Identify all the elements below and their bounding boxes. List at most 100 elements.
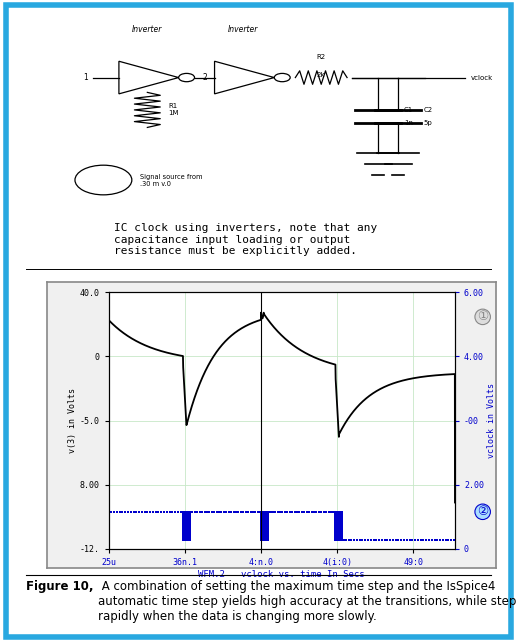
Point — [181, 530, 190, 541]
Point — [184, 507, 192, 517]
Point — [183, 519, 191, 529]
Point — [183, 530, 191, 541]
Point — [179, 528, 188, 539]
Point — [439, 535, 447, 545]
Point — [335, 507, 343, 517]
Point — [183, 515, 191, 525]
Point — [262, 526, 270, 536]
Point — [185, 523, 193, 533]
Point — [263, 521, 271, 532]
Point — [263, 530, 271, 541]
Point — [332, 533, 340, 543]
Point — [185, 517, 193, 527]
Point — [338, 532, 346, 542]
Point — [264, 528, 272, 539]
Point — [264, 507, 272, 517]
Point — [336, 533, 344, 543]
Point — [332, 511, 340, 521]
Point — [257, 526, 266, 536]
Point — [262, 528, 270, 539]
Point — [263, 520, 271, 530]
Point — [262, 518, 270, 528]
Point — [257, 532, 265, 542]
Point — [257, 526, 265, 536]
Point — [184, 530, 192, 541]
Point — [337, 517, 345, 527]
Point — [266, 507, 275, 517]
Point — [336, 526, 344, 536]
Point — [262, 514, 270, 525]
Point — [260, 533, 268, 543]
Point — [264, 533, 272, 543]
Point — [315, 507, 323, 517]
Point — [257, 533, 265, 543]
Point — [181, 521, 189, 531]
Point — [258, 527, 266, 537]
Point — [338, 510, 346, 520]
Point — [262, 510, 270, 520]
Point — [332, 533, 341, 543]
Point — [259, 525, 267, 535]
Point — [259, 530, 267, 541]
Point — [135, 507, 143, 517]
Point — [341, 535, 349, 545]
Point — [331, 532, 340, 542]
Point — [336, 521, 344, 532]
Point — [337, 518, 345, 528]
Point — [258, 514, 267, 525]
Point — [336, 525, 344, 535]
Point — [259, 532, 267, 542]
Point — [258, 533, 267, 543]
Point — [258, 523, 267, 533]
Point — [338, 517, 346, 527]
Point — [337, 535, 345, 545]
Point — [257, 516, 265, 526]
Point — [262, 516, 270, 526]
Point — [331, 518, 340, 528]
Point — [336, 518, 344, 528]
Point — [262, 514, 270, 525]
Point — [338, 512, 346, 523]
Point — [337, 527, 345, 537]
Point — [260, 526, 268, 536]
Point — [257, 521, 266, 532]
Point — [262, 525, 270, 535]
Point — [186, 515, 194, 525]
Point — [261, 527, 269, 537]
Point — [337, 514, 345, 525]
Point — [332, 525, 340, 535]
Point — [184, 532, 192, 542]
Point — [260, 523, 268, 533]
Point — [212, 507, 221, 517]
Point — [179, 530, 188, 541]
Point — [336, 533, 344, 543]
Point — [389, 535, 397, 545]
Point — [334, 528, 343, 539]
Point — [184, 523, 192, 533]
Point — [333, 528, 341, 539]
Point — [262, 517, 270, 527]
Point — [257, 508, 265, 518]
Point — [337, 527, 345, 537]
Point — [186, 519, 194, 529]
Point — [259, 518, 267, 528]
Point — [146, 507, 154, 517]
Point — [331, 528, 340, 539]
Point — [262, 526, 270, 536]
Point — [254, 507, 263, 517]
Point — [180, 530, 188, 541]
Point — [331, 508, 340, 518]
Point — [259, 511, 267, 521]
Point — [181, 510, 190, 521]
Point — [191, 507, 199, 517]
Point — [333, 520, 341, 530]
Point — [185, 521, 193, 531]
Point — [333, 514, 341, 525]
Point — [188, 507, 196, 517]
Point — [400, 535, 408, 545]
Point — [165, 507, 174, 517]
Point — [181, 530, 189, 541]
Point — [262, 508, 270, 518]
Point — [394, 535, 403, 545]
Point — [336, 532, 344, 542]
